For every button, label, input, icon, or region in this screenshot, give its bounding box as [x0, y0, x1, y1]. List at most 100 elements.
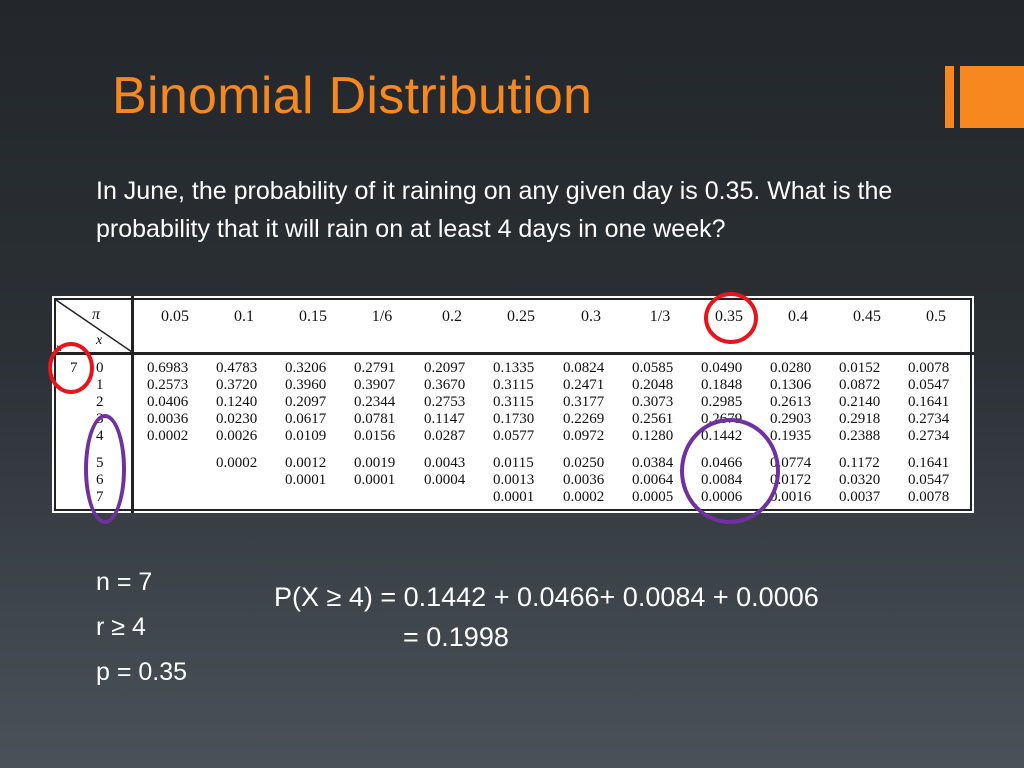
- table-cell: 0.2388: [839, 428, 881, 444]
- given-p: p = 0.35: [96, 658, 188, 686]
- x-label: x: [96, 333, 103, 348]
- table-cell: 0.0617: [285, 411, 327, 427]
- table-cell: [147, 455, 213, 472]
- table-cell: 0.0585: [632, 360, 674, 376]
- table-cell: 0.3960: [285, 377, 327, 393]
- red-circle-n: [48, 342, 94, 394]
- table-cell: 0.1147: [424, 411, 465, 427]
- table-cell: 0.0016: [770, 489, 812, 505]
- x-value: 1: [96, 377, 104, 393]
- table-cell: 0.0172: [770, 472, 812, 488]
- table-cell: 0.3115: [493, 394, 534, 410]
- table-cell: 0.2573: [147, 377, 189, 393]
- table-cell: 0.2097: [424, 360, 466, 376]
- table-cell: 0.0384: [632, 455, 674, 471]
- table-cell: 0.0287: [424, 428, 466, 444]
- table-cell: 0.3907: [354, 377, 396, 393]
- purple-circle-values: [680, 418, 780, 524]
- table-header-cell: 0.5: [926, 308, 946, 325]
- table-cell: 0.2048: [632, 377, 674, 393]
- question-text: In June, the probability of it raining o…: [96, 177, 893, 243]
- table-cell: 0.1306: [770, 377, 812, 393]
- table-header-cell: 0.45: [853, 308, 881, 325]
- table-cell: 0.1848: [701, 377, 743, 393]
- table-cell: 0.2471: [563, 377, 605, 393]
- table-cell: 0.1641: [908, 394, 950, 410]
- table-cell: 0.0320: [839, 472, 881, 488]
- table-cell: 0.1641: [908, 455, 950, 471]
- table-header-cell: 0.15: [299, 308, 327, 325]
- table-column: 0.0152 0.0872 0.2140 0.2918 0.2388 0.1172 0.03…: [839, 360, 905, 506]
- table-cell: 0.0001: [493, 489, 535, 505]
- table-cell: 0.0064: [632, 472, 674, 488]
- table-cell: 0.0002: [147, 428, 189, 444]
- table-cell: 0.0547: [908, 472, 950, 488]
- table-cell: 0.0156: [354, 428, 396, 444]
- table-cell: 0.6983: [147, 360, 189, 376]
- table-column: 0.1335 0.3115 0.3115 0.1730 0.0577 0.0115 0.00…: [493, 360, 559, 506]
- given-r: r ≥ 4: [96, 613, 146, 641]
- table-cell: 0.0115: [493, 455, 534, 471]
- table-cell: 0.0013: [493, 472, 535, 488]
- table-cell: 0.1280: [632, 428, 674, 444]
- table-cell: 0.0781: [354, 411, 396, 427]
- table-header-cell: 0.25: [507, 308, 535, 325]
- table-cell: 0.0972: [563, 428, 605, 444]
- table-cell: 0.2140: [839, 394, 881, 410]
- table-cell: 0.2753: [424, 394, 466, 410]
- table-border: [54, 298, 972, 511]
- solution-line-2: = 0.1998: [403, 622, 509, 652]
- pi-label: π: [92, 306, 101, 323]
- binomial-table: π x n 0.05 0.1 0.15 1/6 0.2 0.25 0.3 1/3 0.35 0.4…: [52, 296, 974, 513]
- table-cell: 0.2903: [770, 411, 812, 427]
- table-header-cell: 0.05: [161, 308, 189, 325]
- table-column: 0.0824 0.2471 0.3177 0.2269 0.0972 0.0250 0.00…: [563, 360, 629, 506]
- side-rule: [131, 296, 134, 513]
- table-cell: 0.0037: [839, 489, 881, 505]
- table-column: 0.3206 0.3960 0.2097 0.0617 0.0109 0.0012 0.00…: [285, 360, 351, 506]
- table-cell: [216, 472, 282, 489]
- table-cell: 0.2097: [285, 394, 327, 410]
- table-cell: 0.0002: [216, 455, 258, 471]
- table-cell: 0.0078: [908, 360, 950, 376]
- table-header-cell: 1/6: [371, 308, 393, 325]
- table-cell: 0.2269: [563, 411, 605, 427]
- accent-bar-thin: [945, 66, 954, 128]
- table-cell: 0.0824: [563, 360, 605, 376]
- table-cell: 0.2734: [908, 428, 950, 444]
- red-circle-p: [704, 292, 758, 344]
- x-value: 0: [96, 360, 104, 376]
- table-header-cell: 0.3: [581, 308, 601, 325]
- table-cell: 0.0036: [563, 472, 605, 488]
- table-cell: 0.2344: [354, 394, 396, 410]
- table-column: 0.4783 0.3720 0.1240 0.0230 0.0026 0.0002: [216, 360, 282, 506]
- table-cell: [216, 489, 282, 506]
- table-cell: 0.2791: [354, 360, 396, 376]
- table-cell: 0.0002: [563, 489, 605, 505]
- table-cell: 0.1240: [216, 394, 258, 410]
- table-cell: 0.2561: [632, 411, 674, 427]
- table-cell: 0.1172: [839, 455, 880, 471]
- table-cell: 0.0001: [285, 472, 327, 488]
- table-cell: 0.4783: [216, 360, 258, 376]
- slide-title: Binomial Distribution: [112, 67, 593, 125]
- table-cell: 0.0152: [839, 360, 881, 376]
- x-value: 2: [96, 394, 104, 410]
- table-column: 0.6983 0.2573 0.0406 0.0036 0.0002: [147, 360, 213, 506]
- table-cell: 0.3670: [424, 377, 466, 393]
- table-cell: 0.0774: [770, 455, 812, 471]
- table-cell: [147, 489, 213, 506]
- table-cell: 0.3073: [632, 394, 674, 410]
- table-cell: 0.3115: [493, 377, 534, 393]
- table-cell: 0.2613: [770, 394, 812, 410]
- table-cell: 0.2918: [839, 411, 881, 427]
- accent-bar-thick: [960, 66, 1024, 128]
- table-cell: 0.0078: [908, 489, 950, 505]
- table-cell: 0.0109: [285, 428, 327, 444]
- table-cell: 0.0406: [147, 394, 189, 410]
- table-cell: 0.0872: [839, 377, 881, 393]
- given-n: n = 7: [96, 568, 153, 596]
- table-cell: 0.3206: [285, 360, 327, 376]
- table-cell: [354, 489, 420, 506]
- table-cell: 0.0036: [147, 411, 189, 427]
